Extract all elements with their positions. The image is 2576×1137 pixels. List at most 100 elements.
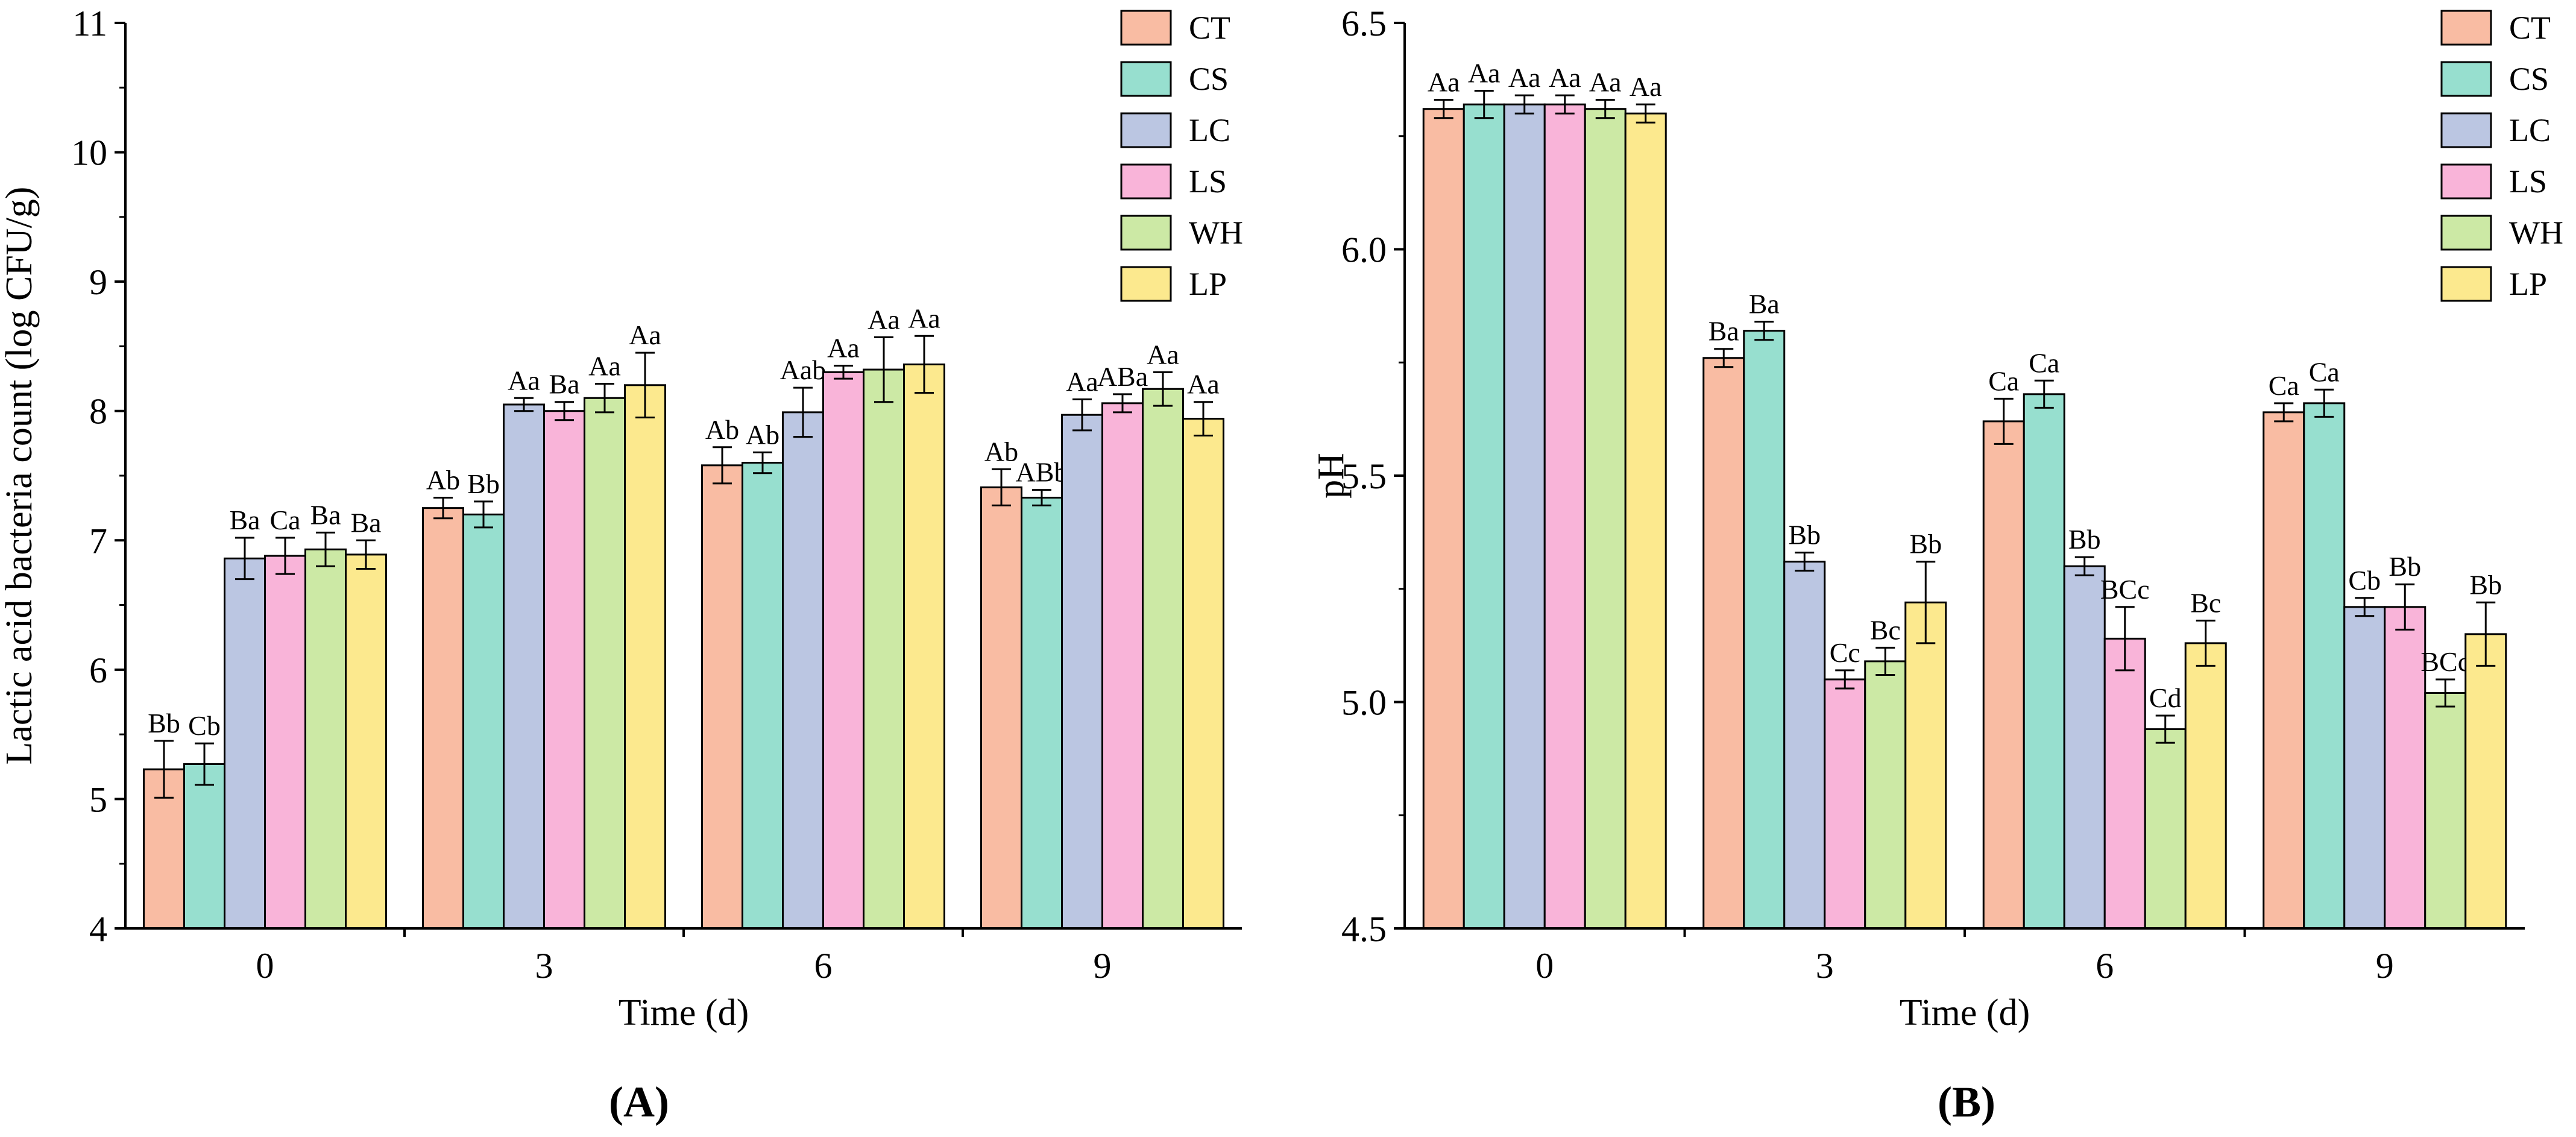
legend-label-lc: LC bbox=[1189, 112, 1230, 148]
significance-label: Bb bbox=[148, 708, 180, 739]
significance-label: Ab bbox=[746, 419, 779, 450]
x-axis-title: Time (d) bbox=[619, 992, 749, 1033]
legend-swatch-lc bbox=[2440, 112, 2492, 148]
y-tick-label: 6.5 bbox=[1341, 4, 1387, 43]
legend-swatch-lp bbox=[2440, 266, 2492, 302]
legend-swatch-cs bbox=[2440, 61, 2492, 97]
significance-label: Bc bbox=[2190, 587, 2221, 618]
significance-label: Cd bbox=[2149, 682, 2182, 713]
legend-swatch-lc bbox=[1120, 112, 1172, 148]
y-tick-label: 4 bbox=[89, 909, 107, 949]
significance-label: Ab bbox=[705, 414, 739, 445]
bar-lc-6 bbox=[2063, 565, 2106, 930]
significance-label: Bb bbox=[1788, 520, 1821, 550]
legend-label-lc: LC bbox=[2509, 112, 2551, 148]
y-tick-label: 5.0 bbox=[1341, 683, 1387, 723]
bar-lc-0 bbox=[1503, 103, 1546, 930]
significance-label: Aa bbox=[1589, 67, 1622, 98]
bar-ls-0 bbox=[264, 555, 306, 930]
significance-label: Aa bbox=[827, 333, 860, 364]
legend-label-ls: LS bbox=[2509, 163, 2547, 200]
bar-wh-0 bbox=[304, 548, 347, 930]
significance-label: ABa bbox=[1097, 361, 1148, 392]
bar-cs-3 bbox=[462, 513, 505, 930]
significance-label: Ca bbox=[2269, 370, 2299, 401]
y-tick-label: 8 bbox=[89, 392, 107, 432]
legend-label-ct: CT bbox=[2509, 10, 2551, 46]
significance-label: Bb bbox=[2469, 569, 2502, 600]
bar-ls-6 bbox=[822, 371, 864, 930]
significance-label: Ba bbox=[1708, 316, 1739, 347]
bar-lp-6 bbox=[2184, 642, 2227, 930]
legend-swatch-ls bbox=[1120, 163, 1172, 200]
bar-ls-9 bbox=[2384, 606, 2426, 930]
significance-label: Aa bbox=[1630, 71, 1662, 102]
bar-wh-6 bbox=[863, 368, 905, 930]
bar-ct-6 bbox=[701, 464, 743, 930]
significance-label: Ab bbox=[984, 436, 1018, 467]
significance-label: BCc bbox=[2100, 574, 2150, 605]
bar-cs-0 bbox=[183, 763, 225, 930]
significance-label: Ba bbox=[229, 505, 260, 535]
panel-label: (A) bbox=[609, 1078, 669, 1126]
x-tick-label: 6 bbox=[2096, 946, 2114, 986]
significance-label: Aa bbox=[588, 351, 621, 382]
panel-label: (B) bbox=[1938, 1078, 1995, 1126]
significance-label: Ba bbox=[549, 369, 579, 400]
significance-label: Cc bbox=[1830, 637, 1860, 668]
bar-ct-3 bbox=[422, 507, 464, 930]
legend-label-cs: CS bbox=[1189, 61, 1229, 97]
y-tick-label: 4.5 bbox=[1341, 909, 1387, 949]
bar-lp-3 bbox=[624, 384, 666, 930]
bar-lc-9 bbox=[1061, 414, 1103, 930]
bar-ls-9 bbox=[1101, 402, 1144, 930]
bar-ct-9 bbox=[2263, 411, 2305, 930]
significance-label: Aa bbox=[1428, 67, 1460, 98]
bar-lp-9 bbox=[1182, 418, 1224, 930]
bar-wh-9 bbox=[2424, 691, 2467, 930]
legend-swatch-wh bbox=[1120, 215, 1172, 251]
x-tick-label: 3 bbox=[535, 946, 553, 986]
significance-label: Aa bbox=[629, 320, 661, 350]
significance-label: Aa bbox=[908, 303, 940, 333]
y-axis-title: pH bbox=[1311, 453, 1352, 499]
y-tick-label: 5.5 bbox=[1341, 456, 1387, 496]
significance-label: ABb bbox=[1016, 457, 1068, 488]
significance-label: Ab bbox=[426, 464, 460, 495]
bar-cs-9 bbox=[1021, 496, 1063, 930]
bar-cs-0 bbox=[1463, 103, 1505, 930]
bar-wh-3 bbox=[1864, 660, 1907, 930]
x-tick-label: 0 bbox=[1535, 946, 1554, 986]
bar-cs-6 bbox=[742, 462, 784, 930]
significance-label: Aa bbox=[1147, 339, 1179, 370]
significance-label: Ba bbox=[350, 507, 381, 538]
legend-label-ct: CT bbox=[1189, 10, 1230, 46]
legend-swatch-lp bbox=[1120, 266, 1172, 302]
legend-label-ls: LS bbox=[1189, 163, 1227, 200]
bar-lp-3 bbox=[1904, 601, 1947, 930]
y-tick-label: 11 bbox=[72, 4, 107, 43]
x-tick-label: 9 bbox=[1094, 946, 1112, 986]
bar-cs-9 bbox=[2303, 402, 2346, 930]
legend-swatch-ct bbox=[1120, 10, 1172, 46]
significance-label: Aa bbox=[1508, 62, 1541, 93]
significance-label: Aa bbox=[1187, 369, 1220, 400]
significance-label: Ba bbox=[310, 499, 341, 530]
x-tick-label: 9 bbox=[2376, 946, 2394, 986]
significance-label: Aab bbox=[780, 354, 827, 385]
significance-label: Ba bbox=[1749, 289, 1780, 320]
y-axis-title: Lactic acid bacteria count (log CFU/g) bbox=[0, 187, 40, 765]
legend-label-wh: WH bbox=[1189, 215, 1243, 251]
y-tick-label: 10 bbox=[71, 133, 107, 173]
bar-lc-6 bbox=[782, 411, 824, 930]
significance-label: Ca bbox=[269, 505, 300, 535]
significance-label: Aa bbox=[1549, 62, 1581, 93]
significance-label: Ca bbox=[2309, 356, 2340, 387]
legend-swatch-cs bbox=[1120, 61, 1172, 97]
bar-ct-3 bbox=[1702, 357, 1745, 930]
bar-cs-6 bbox=[2023, 393, 2065, 930]
significance-label: Bb bbox=[1909, 529, 1942, 559]
significance-label: Bb bbox=[2068, 524, 2101, 555]
